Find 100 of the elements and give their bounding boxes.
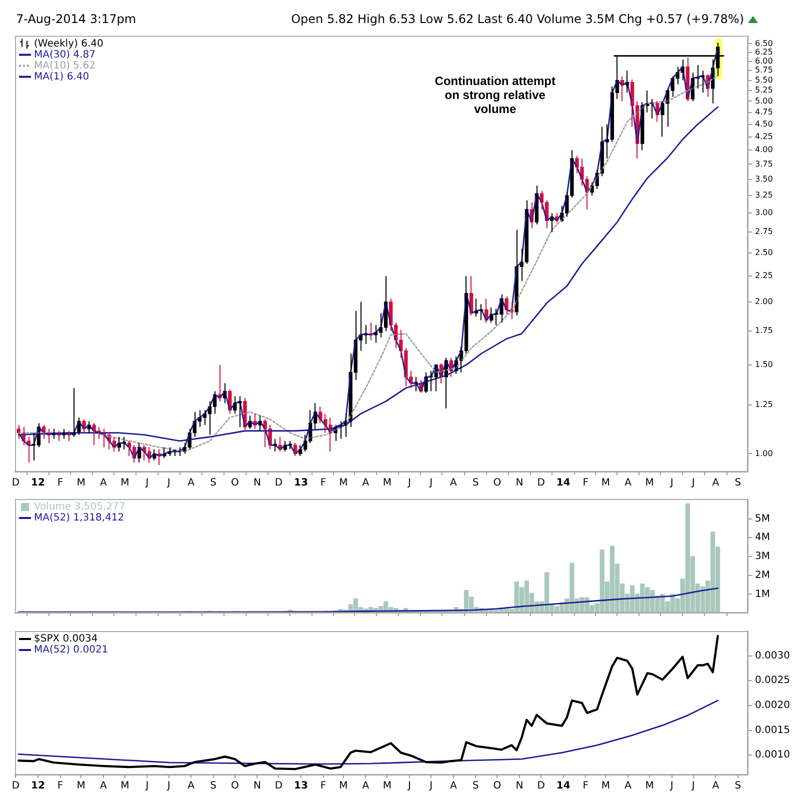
- x-tick-label: J: [690, 478, 695, 489]
- x-tick-label: J: [144, 478, 149, 489]
- x-tick-label: F: [320, 478, 326, 489]
- x-tick-label: A: [712, 478, 720, 489]
- legend-label: MA(52) 0.0021: [34, 644, 108, 656]
- x-tick-label: N: [516, 780, 524, 792]
- annotation: Continuation attempt on strong relative volume: [434, 74, 556, 116]
- x-tick-label: M: [382, 780, 392, 792]
- x-tick-label: M: [76, 478, 86, 489]
- x-tick-label: A: [624, 478, 632, 489]
- y-tick-label: 3M: [755, 551, 770, 562]
- y-tick-label: 4.75: [755, 108, 773, 117]
- x-tick-label: J: [407, 478, 412, 489]
- legend-label: Volume 3,505,277: [34, 502, 126, 513]
- legend-label: (Weekly) 6.40: [34, 38, 104, 50]
- legend-label: MA(10) 5.62: [34, 60, 96, 72]
- y-tick-label: 4.25: [755, 132, 773, 141]
- x-tick-label: 13: [294, 780, 308, 792]
- x-tick-label: A: [712, 780, 720, 792]
- y-tick-label: 4M: [755, 532, 770, 544]
- legend-label: MA(1) 6.40: [34, 71, 90, 82]
- y-tick-label: 1.00: [755, 448, 773, 458]
- x-tick-label: M: [76, 780, 86, 792]
- x-tick-label: J: [166, 478, 170, 489]
- x-tick-label: N: [253, 478, 261, 489]
- x-tick-label: F: [582, 780, 589, 792]
- x-tick-label: F: [57, 478, 64, 489]
- x-tick-label: O: [230, 478, 239, 489]
- x-tick-label: O: [230, 780, 239, 792]
- x-tick-label: D: [12, 780, 20, 792]
- x-tick-label: J: [144, 780, 149, 792]
- x-tick-label: J: [669, 780, 674, 792]
- x-tick-label: A: [624, 780, 632, 792]
- y-tick-label: 1.50: [755, 360, 773, 369]
- y-tick-label: 5.75: [755, 66, 773, 75]
- x-tick-label: D: [537, 478, 546, 489]
- x-tick-label: M: [382, 478, 392, 489]
- y-tick-label: 2.75: [755, 227, 773, 236]
- x-tick-label: D: [274, 780, 283, 792]
- y-tick-label: 0.0010: [755, 750, 790, 761]
- x-tick-label: D: [12, 478, 20, 489]
- x-tick-label: A: [362, 780, 370, 792]
- y-tick-label: 5.50: [755, 75, 773, 84]
- x-tick-label: J: [690, 780, 695, 792]
- x-tick-label: A: [100, 780, 107, 792]
- y-tick-label: 1M: [755, 588, 770, 600]
- x-tick-label: A: [450, 478, 457, 489]
- x-tick-label: O: [493, 478, 502, 489]
- y-tick-label: 2M: [755, 570, 770, 581]
- y-tick-label: 3.75: [755, 159, 773, 168]
- x-tick-label: F: [582, 478, 589, 489]
- y-tick-label: 0.0015: [755, 724, 790, 736]
- x-tick-label: 14: [556, 478, 570, 489]
- legend-label: MA(30) 4.87: [34, 49, 96, 60]
- x-tick-label: A: [188, 780, 195, 792]
- x-tick-label: M: [601, 478, 610, 489]
- x-tick-label: S: [472, 478, 479, 489]
- x-tick-label: S: [210, 478, 217, 489]
- y-tick-label: 6.00: [755, 56, 773, 66]
- y-tick-label: 5.25: [755, 86, 773, 95]
- y-tick-label: 1.75: [755, 326, 773, 336]
- x-tick-label: A: [362, 478, 370, 489]
- legend-label: MA(52) 1,318,412: [34, 512, 124, 524]
- x-tick-label: 14: [556, 780, 570, 792]
- x-tick-label: J: [669, 478, 674, 489]
- x-tick-label: F: [320, 780, 326, 792]
- x-tick-label: N: [516, 478, 524, 489]
- x-tick-label: J: [428, 478, 433, 489]
- x-tick-label: S: [734, 478, 742, 489]
- x-tick-label: 12: [31, 478, 45, 489]
- x-tick-label: M: [120, 478, 130, 489]
- y-tick-label: 6.50: [755, 38, 773, 48]
- y-tick-label: 0.0020: [755, 700, 790, 712]
- x-tick-label: M: [120, 780, 130, 792]
- x-tick-label: M: [601, 780, 610, 792]
- x-tick-label: S: [734, 780, 742, 792]
- x-tick-label: N: [253, 780, 261, 792]
- y-tick-label: 4.50: [755, 119, 773, 128]
- y-tick-label: 3.50: [755, 174, 773, 184]
- y-tick-label: 5.00: [755, 96, 773, 106]
- x-tick-label: A: [188, 478, 195, 489]
- x-tick-label: M: [339, 478, 348, 489]
- x-tick-label: J: [407, 780, 412, 792]
- y-tick-label: 6.25: [755, 47, 773, 56]
- x-tick-label: F: [57, 780, 64, 792]
- x-tick-label: M: [339, 780, 348, 792]
- x-tick-label: J: [428, 780, 433, 792]
- x-tick-label: M: [645, 780, 654, 792]
- y-tick-label: 3.25: [755, 190, 773, 200]
- x-tick-label: J: [166, 780, 170, 792]
- x-tick-label: D: [537, 780, 546, 792]
- x-tick-label: A: [100, 478, 107, 489]
- y-tick-label: 0.0030: [755, 650, 790, 662]
- y-tick-label: 1.25: [755, 400, 773, 409]
- x-tick-label: D: [274, 478, 283, 489]
- y-tick-label: 4.00: [755, 145, 773, 154]
- x-tick-label: S: [472, 780, 479, 792]
- y-tick-label: 2.25: [755, 271, 773, 280]
- y-tick-label: 5M: [755, 513, 770, 524]
- y-tick-label: 0.0025: [755, 675, 790, 686]
